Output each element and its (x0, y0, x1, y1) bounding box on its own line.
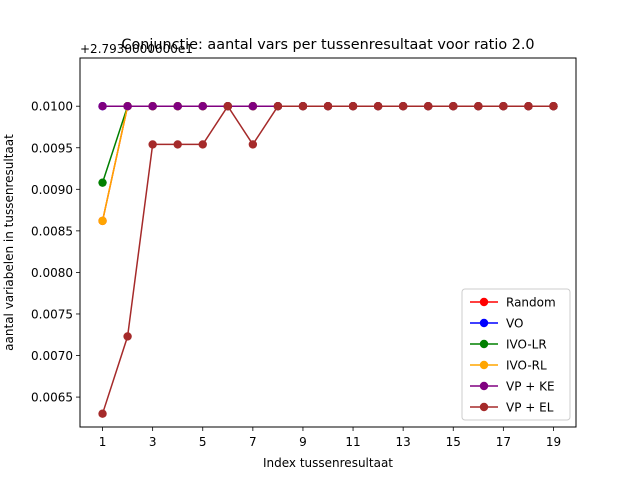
series-vp-el (98, 102, 558, 418)
data-point (273, 102, 283, 111)
legend-item-vo: VO (470, 317, 523, 331)
plot-frame (79, 57, 577, 428)
data-point (248, 102, 258, 111)
legend-label: Random (506, 296, 556, 310)
data-point (499, 102, 508, 111)
legend-swatch-marker (479, 297, 489, 307)
legend-item-ivo-lr: IVO-LR (470, 338, 547, 352)
y-axis-offset-label: +2.7930000000e1 (80, 42, 193, 56)
y-tick-label: 0.0065 (31, 391, 73, 405)
legend-swatch-marker (479, 360, 489, 370)
y-tick-label: 0.0070 (31, 349, 73, 363)
data-point (449, 102, 458, 111)
data-point (123, 102, 132, 111)
x-tick-label: 1 (99, 435, 107, 449)
y-axis-label: aantal variabelen in tussenresultaat (2, 134, 16, 351)
y-tick-label: 0.0085 (31, 224, 73, 238)
chart-title: Conjunctie: aantal vars per tussenresult… (121, 37, 534, 53)
data-point (98, 216, 107, 226)
data-point (98, 102, 107, 111)
data-point (323, 102, 333, 111)
x-tick-label: 7 (249, 435, 257, 449)
y-tick-label: 0.0090 (31, 183, 73, 197)
data-point (474, 102, 483, 111)
data-point (148, 102, 157, 111)
tick-layer (76, 105, 554, 431)
data-point (198, 102, 207, 111)
y-tick-label: 0.0095 (31, 141, 73, 155)
data-point (298, 102, 308, 111)
legend-label: VO (506, 317, 523, 331)
legend-swatch-marker (479, 339, 489, 349)
data-point (98, 178, 107, 187)
legend-swatch-marker (479, 318, 489, 328)
y-tick-label: 0.0100 (31, 100, 73, 114)
data-point (173, 140, 182, 149)
data-point (348, 102, 358, 111)
legend-label: IVO-RL (506, 359, 547, 373)
x-tick-labels: 1 3 5 7 9 11 13 15 17 19 (99, 435, 561, 449)
x-axis-label: Index tussenresultaat (263, 456, 393, 470)
data-point (148, 140, 157, 149)
legend-swatch-marker (479, 402, 489, 412)
x-tick-label: 19 (546, 435, 561, 449)
x-tick-label: 13 (396, 435, 411, 449)
data-point (424, 102, 433, 111)
legend: Random VO IVO-LR IVO-RL VP + KE VP + EL (461, 288, 571, 421)
legend-item-ivo-rl: IVO-RL (470, 359, 547, 373)
data-point (198, 140, 207, 149)
x-tick-label: 15 (446, 435, 461, 449)
x-tick-label: 5 (199, 435, 207, 449)
legend-item-vp-el: VP + EL (470, 401, 554, 415)
data-point (549, 102, 558, 111)
data-point (123, 332, 132, 341)
data-point (248, 140, 258, 149)
data-point (373, 102, 383, 111)
series-layer (98, 102, 558, 418)
x-tick-label: 3 (149, 435, 157, 449)
data-point (223, 102, 232, 111)
y-tick-labels: 0.0065 0.0070 0.0075 0.0080 0.0085 0.0090 0.00… (31, 100, 73, 405)
x-tick-label: 11 (345, 435, 360, 449)
legend-item-random: Random (470, 296, 556, 310)
legend-box (461, 288, 571, 421)
data-point (98, 409, 107, 418)
y-tick-label: 0.0080 (31, 266, 73, 280)
x-tick-label: 17 (496, 435, 511, 449)
legend-item-vp-ke: VP + KE (470, 380, 555, 394)
x-tick-label: 9 (299, 435, 307, 449)
legend-swatch-marker (479, 381, 489, 391)
legend-label: VP + KE (506, 380, 555, 394)
legend-label: IVO-LR (506, 338, 547, 352)
data-point (524, 102, 533, 111)
y-tick-label: 0.0075 (31, 307, 73, 321)
legend-label: VP + EL (506, 401, 554, 415)
data-point (398, 102, 408, 111)
data-point (173, 102, 182, 111)
